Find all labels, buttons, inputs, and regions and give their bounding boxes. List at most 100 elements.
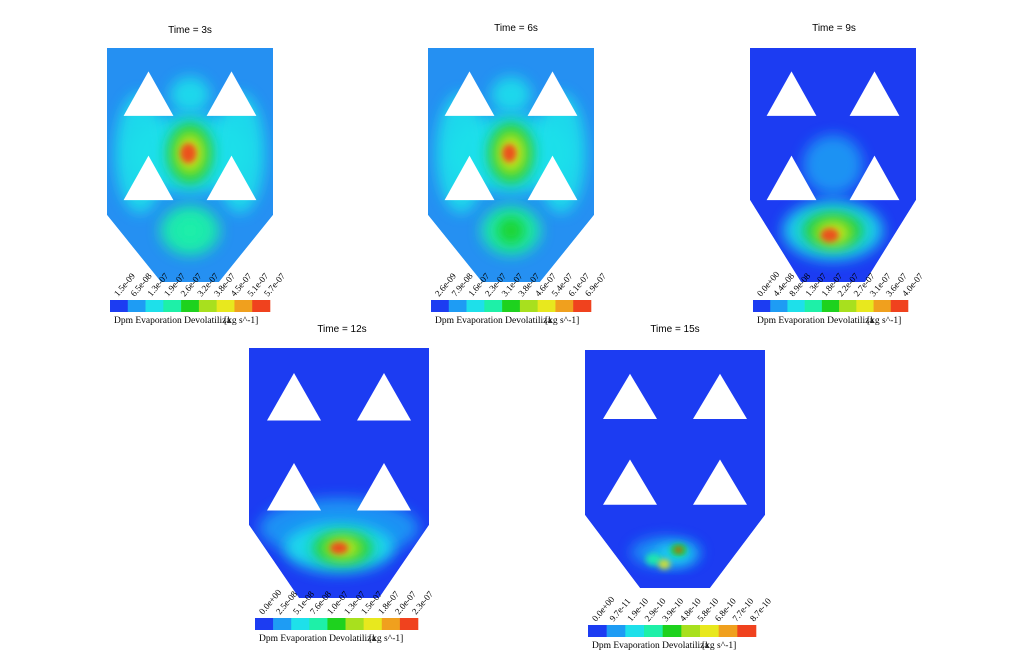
colorbar-swatch: [606, 625, 626, 637]
colorbar-swatch: [181, 300, 200, 312]
obstacle: [444, 71, 495, 116]
obstacle: [603, 373, 657, 420]
colorbar-swatch: [821, 300, 840, 312]
colorbar-swatch: [466, 300, 485, 312]
panel-title: Time = 3s: [168, 25, 212, 36]
colorbar-unit: [kg s^-1]: [224, 316, 258, 326]
colorbar-swatch: [127, 300, 146, 312]
obstacle: [766, 155, 817, 201]
contour-field: [107, 48, 273, 282]
colorbar-unit: [kg s^-1]: [867, 316, 901, 326]
panel: Time = 3s1.5e-096.5e-081.3e-071.9e-072.6…: [107, 25, 287, 326]
colorbar-swatch: [502, 300, 521, 312]
hotspot: [170, 76, 210, 113]
colorbar-swatch: [198, 300, 217, 312]
colorbar-swatch: [381, 618, 401, 630]
panel: Time = 9s0.0e+004.4e-088.9e-081.3e-071.8…: [750, 23, 925, 326]
colorbar-swatch: [625, 625, 645, 637]
colorbar-unit: [kg s^-1]: [545, 316, 579, 326]
panel: Time = 6s2.6e-097.9e-081.6e-072.3e-073.1…: [428, 23, 608, 326]
colorbar-swatch: [291, 618, 310, 630]
colorbar-swatch: [519, 300, 538, 312]
obstacle: [123, 155, 174, 201]
hotspot: [803, 135, 863, 195]
colorbar-swatch: [448, 300, 467, 312]
obstacle: [206, 155, 257, 201]
colorbar-swatch: [753, 300, 771, 312]
hotspot: [502, 144, 517, 163]
colorbar-swatch: [804, 300, 823, 312]
colorbar-swatch: [856, 300, 874, 312]
obstacle: [849, 71, 900, 116]
colorbar-swatch: [588, 625, 607, 637]
contour-field: [249, 348, 429, 598]
hotspot: [497, 216, 525, 245]
contour-field: [750, 48, 916, 282]
obstacle: [357, 373, 411, 421]
obstacle: [849, 155, 900, 201]
obstacle: [267, 373, 321, 421]
hotspot: [330, 542, 348, 554]
colorbar-swatch: [255, 618, 274, 630]
obstacle: [693, 459, 747, 505]
colorbar-swatch: [399, 618, 419, 630]
colorbar-label: Dpm Evaporation Devolatiliza: [435, 316, 552, 326]
obstacle: [123, 71, 174, 116]
colorbar-swatch: [662, 625, 682, 637]
colorbar-swatch: [700, 625, 719, 637]
panel-title: Time = 9s: [812, 23, 856, 34]
panel-title: Time = 12s: [317, 324, 366, 335]
hotspot: [820, 228, 839, 243]
hotspot: [645, 553, 662, 566]
panel: Time = 15s0.0e+009.7e-111.9e-102.9e-103.…: [585, 324, 773, 651]
colorbar-swatch: [110, 300, 129, 312]
colorbar-swatch: [787, 300, 805, 312]
colorbar-swatch: [644, 625, 663, 637]
panel: Time = 12s0.0e+002.5e-085.1e-087.6e-081.…: [249, 324, 435, 644]
colorbar-swatch: [718, 625, 738, 637]
colorbar-swatch: [737, 625, 757, 637]
colorbar-unit: [kg s^-1]: [702, 641, 736, 651]
colorbar-swatch: [252, 300, 271, 312]
obstacle: [267, 463, 321, 511]
hotspot: [176, 216, 204, 245]
obstacle: [527, 71, 578, 116]
colorbar-swatch: [873, 300, 892, 312]
colorbar-swatch: [363, 618, 383, 630]
obstacle: [357, 463, 411, 511]
obstacle: [444, 155, 495, 201]
obstacle: [206, 71, 257, 116]
colorbar-swatch: [273, 618, 292, 630]
colorbar-swatch: [573, 300, 592, 312]
colorbar-swatch: [309, 618, 328, 630]
contour-field: [428, 48, 594, 282]
colorbar-swatch: [681, 625, 701, 637]
colorbar-swatch: [345, 618, 364, 630]
colorbar-swatch: [216, 300, 235, 312]
colorbar-swatch: [234, 300, 253, 312]
hotspot: [491, 76, 531, 113]
colorbar-unit: [kg s^-1]: [369, 634, 403, 644]
hotspot: [674, 546, 683, 553]
colorbar-swatch: [555, 300, 574, 312]
colorbar-swatch: [431, 300, 450, 312]
colorbar-swatch: [839, 300, 857, 312]
contour-field: [585, 350, 765, 588]
colorbar-swatch: [163, 300, 182, 312]
panel-title: Time = 15s: [650, 324, 699, 335]
obstacle: [603, 459, 657, 505]
colorbar-swatch: [327, 618, 346, 630]
hotspot: [658, 559, 671, 570]
panel-title: Time = 6s: [494, 23, 538, 34]
hotspot: [180, 143, 197, 164]
colorbar-swatch: [770, 300, 788, 312]
colorbar-swatch: [537, 300, 556, 312]
colorbar-swatch: [145, 300, 164, 312]
obstacle: [766, 71, 817, 116]
colorbar-label: Dpm Evaporation Devolatiliza: [757, 316, 874, 326]
colorbar-label: Dpm Evaporation Devolatiliza: [259, 634, 376, 644]
colorbar-swatch: [484, 300, 503, 312]
colorbar-swatch: [890, 300, 909, 312]
colorbar-label: Dpm Evaporation Devolatiliza: [592, 641, 709, 651]
obstacle: [527, 155, 578, 201]
